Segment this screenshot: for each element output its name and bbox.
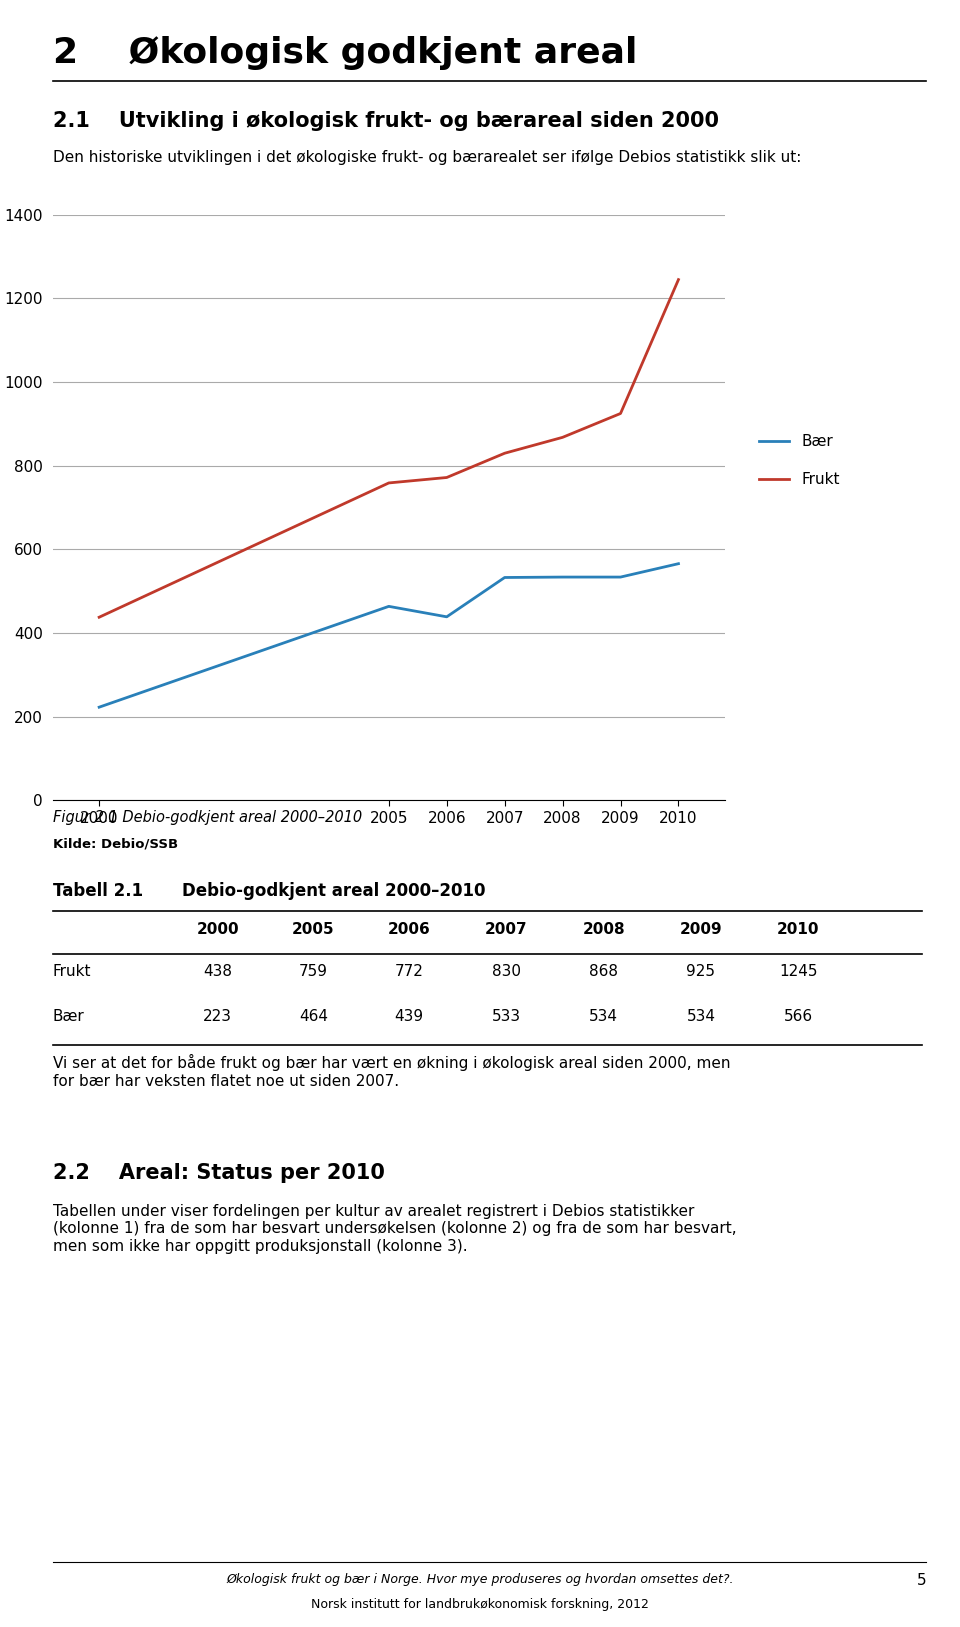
Text: Vi ser at det for både frukt og bær har vært en økning i økologisk areal siden 2: Vi ser at det for både frukt og bær har … (53, 1054, 731, 1088)
Text: 2000: 2000 (197, 923, 239, 937)
Text: 868: 868 (589, 965, 618, 979)
Text: 566: 566 (783, 1009, 813, 1023)
Text: Den historiske utviklingen i det økologiske frukt- og bærarealet ser ifølge Debi: Den historiske utviklingen i det økologi… (53, 150, 802, 164)
Text: Debio-godkjent areal 2000–2010: Debio-godkjent areal 2000–2010 (182, 882, 486, 900)
Text: 925: 925 (686, 965, 715, 979)
Text: 2.2    Areal: Status per 2010: 2.2 Areal: Status per 2010 (53, 1163, 385, 1183)
Text: Kilde: Debio/SSB: Kilde: Debio/SSB (53, 838, 178, 851)
Text: 2010: 2010 (777, 923, 820, 937)
Text: Tabellen under viser fordelingen per kultur av arealet registrert i Debios stati: Tabellen under viser fordelingen per kul… (53, 1204, 736, 1254)
Text: 439: 439 (395, 1009, 423, 1023)
Text: 5: 5 (917, 1573, 926, 1588)
Text: 2008: 2008 (583, 923, 625, 937)
Text: Figur 2.1 Debio-godkjent areal 2000–2010: Figur 2.1 Debio-godkjent areal 2000–2010 (53, 810, 362, 825)
Text: 438: 438 (204, 965, 232, 979)
Text: 533: 533 (492, 1009, 521, 1023)
Text: 2009: 2009 (680, 923, 722, 937)
Text: 1245: 1245 (779, 965, 818, 979)
Text: 534: 534 (686, 1009, 715, 1023)
Legend: Bær, Frukt: Bær, Frukt (753, 428, 846, 493)
Text: Tabell 2.1: Tabell 2.1 (53, 882, 143, 900)
Text: 759: 759 (299, 965, 328, 979)
Text: 464: 464 (299, 1009, 328, 1023)
Text: 534: 534 (589, 1009, 618, 1023)
Text: Bær: Bær (53, 1009, 84, 1023)
Text: Frukt: Frukt (53, 965, 91, 979)
Text: 2.1    Utvikling i økologisk frukt- og bærareal siden 2000: 2.1 Utvikling i økologisk frukt- og bæra… (53, 111, 719, 130)
Text: Norsk institutt for landbrukøkonomisk forskning, 2012: Norsk institutt for landbrukøkonomisk fo… (311, 1598, 649, 1611)
Text: Økologisk frukt og bær i Norge. Hvor mye produseres og hvordan omsettes det?.: Økologisk frukt og bær i Norge. Hvor mye… (227, 1573, 733, 1586)
Text: 2006: 2006 (388, 923, 430, 937)
Text: 223: 223 (204, 1009, 232, 1023)
Text: 772: 772 (395, 965, 423, 979)
Text: 2007: 2007 (485, 923, 528, 937)
Text: 2    Økologisk godkjent areal: 2 Økologisk godkjent areal (53, 36, 637, 70)
Text: 830: 830 (492, 965, 521, 979)
Text: 2005: 2005 (292, 923, 335, 937)
